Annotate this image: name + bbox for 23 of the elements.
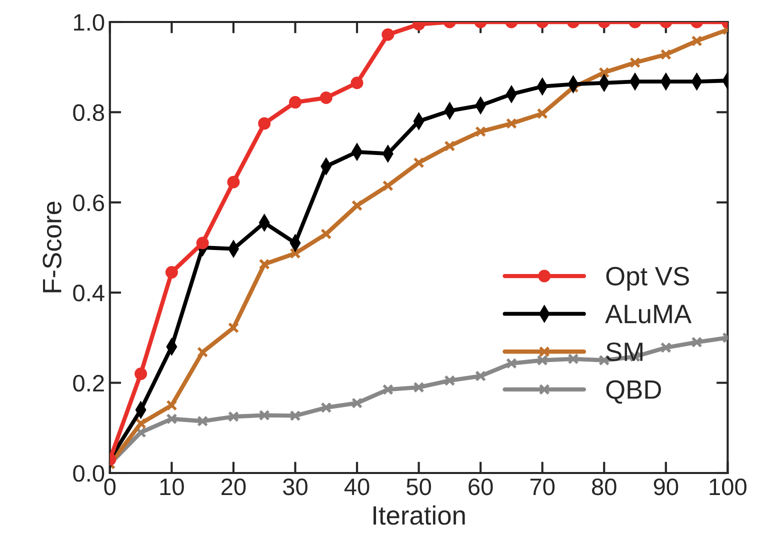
x-tick-label: 60 xyxy=(468,478,493,496)
x-tick-label: 70 xyxy=(530,478,555,496)
x-tick-label: 20 xyxy=(222,478,246,496)
y-tick-label: 0.2 xyxy=(73,374,104,392)
x-tick-label: 80 xyxy=(592,478,616,496)
x-tick-label: 40 xyxy=(344,478,370,496)
x-tick-label: 90 xyxy=(654,478,678,496)
x-axis-title: Iteration xyxy=(374,505,465,525)
y-tick-label: 0.4 xyxy=(73,284,104,302)
y-tick-label: 1.0 xyxy=(74,14,104,31)
legend-label: ALuMA xyxy=(605,304,692,324)
x-tick-label: 50 xyxy=(406,478,432,496)
y-tick-label: 0.6 xyxy=(73,194,104,212)
y-tick-label: 0.0 xyxy=(73,465,104,482)
y-tick-label: 0.8 xyxy=(73,104,104,121)
y-axis-title: F-Score xyxy=(42,202,62,292)
legend-label: SM xyxy=(606,342,642,362)
x-tick-label: 30 xyxy=(283,478,308,496)
x-tick-label: 0 xyxy=(104,478,116,496)
legend-label: QBD xyxy=(606,380,661,404)
legend-label: Opt VS xyxy=(606,266,689,291)
x-tick-label: 100 xyxy=(710,478,746,496)
x-tick-label: 10 xyxy=(160,478,184,496)
